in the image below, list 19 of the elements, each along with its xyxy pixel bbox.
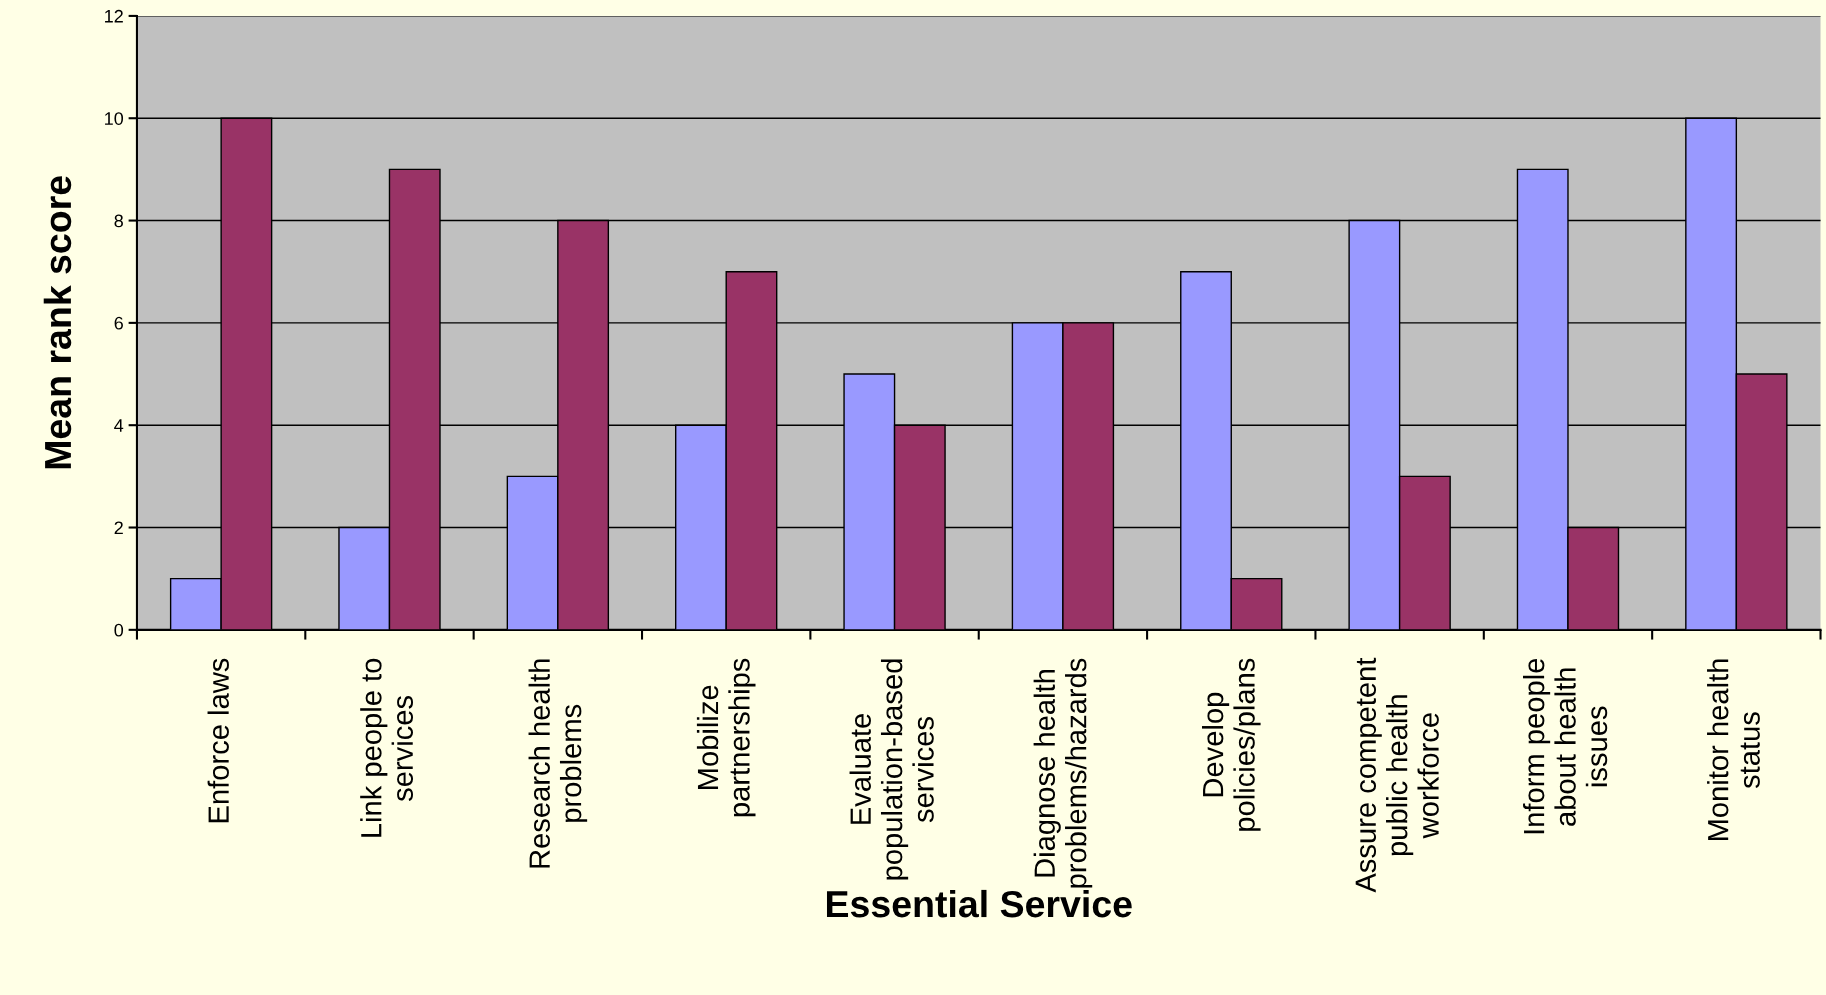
y-tick-label: 12	[105, 9, 123, 23]
y-tick-label: 6	[114, 316, 123, 330]
x-tick-label: Monitor health status	[1707, 659, 1760, 841]
y-tick-label: 2	[114, 521, 123, 535]
y-tick-label: 4	[114, 419, 124, 432]
x-tick-label: Evaluate population-based services	[849, 659, 934, 880]
y-tick-label: 8	[114, 214, 123, 228]
y-axis-title: Mean rank score	[43, 176, 72, 469]
x-tick-label: Link people to services	[360, 658, 414, 837]
x-tick-label: Inform people about health issues	[1522, 658, 1608, 834]
x-tick-label: Research health problems	[528, 659, 588, 868]
x-tick-label: Develop policies/plans	[1201, 658, 1261, 831]
y-tick-label: 10	[105, 112, 124, 125]
x-tick-label: Enforce laws	[207, 658, 229, 823]
x-axis-title: Essential Service	[826, 889, 1132, 918]
x-tick-label: Mobilize partnerships	[696, 658, 756, 817]
x-tick-label: Diagnose health problems/hazards	[1033, 658, 1093, 888]
y-tick-label: 0	[114, 623, 124, 637]
x-tick-label: Assure competent public health workforce	[1355, 657, 1439, 893]
